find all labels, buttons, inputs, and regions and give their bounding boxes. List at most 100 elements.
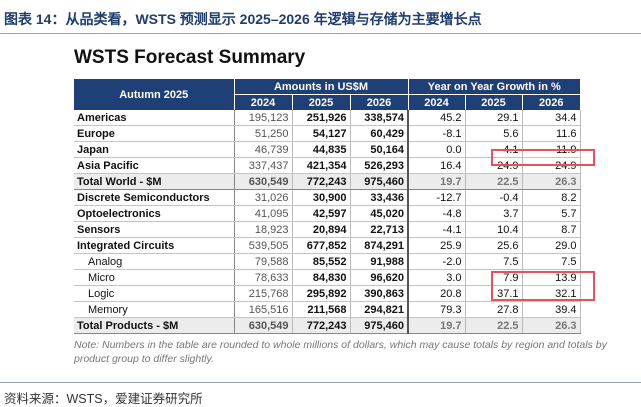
- header-row-years: 2024 2025 2026 2024 2025 2026: [74, 94, 581, 110]
- row-label: Americas: [74, 110, 235, 126]
- growth-cell: 20.8: [407, 285, 466, 302]
- figure-title: 图表 14：从品类看，WSTS 预测显示 2025–2026 年逻辑与存储为主要…: [4, 11, 482, 27]
- growth-cell: 11.6: [522, 125, 581, 142]
- growth-cell: 27.8: [465, 301, 523, 318]
- row-label: Logic: [74, 285, 235, 302]
- table-row: Europe 51,250 54,127 60,429 -8.1 5.6 11.6: [74, 125, 581, 142]
- top-divider: [0, 33, 641, 34]
- amount-cell: 295,892: [292, 285, 351, 302]
- bottom-divider: [0, 382, 641, 383]
- growth-cell: 37.1: [465, 285, 523, 302]
- row-label: Memory: [74, 301, 235, 318]
- amount-cell: 78,633: [234, 269, 293, 286]
- amount-cell: 22,713: [350, 221, 409, 238]
- growth-cell: 29.0: [522, 237, 581, 254]
- growth-cell: 19.7: [407, 173, 466, 190]
- growth-cell: 39.4: [522, 301, 581, 318]
- amount-cell: 165,516: [234, 301, 293, 318]
- row-label: Discrete Semiconductors: [74, 189, 235, 206]
- table-row: Analog 79,588 85,552 91,988 -2.0 7.5 7.5: [74, 253, 581, 270]
- amount-cell: 84,830: [292, 269, 351, 286]
- growth-cell: 29.1: [465, 110, 523, 126]
- table-row: Asia Pacific 337,437 421,354 526,293 16.4 24.…: [74, 157, 581, 174]
- amount-cell: 42,597: [292, 205, 351, 222]
- growth-cell: 34.4: [522, 110, 581, 126]
- amount-cell: 30,900: [292, 189, 351, 206]
- year-header: 2026: [349, 94, 409, 110]
- amount-cell: 96,620: [350, 269, 409, 286]
- growth-cell: 22.5: [465, 173, 523, 190]
- growth-cell: 13.9: [522, 269, 581, 286]
- growth-cell: 8.7: [522, 221, 581, 238]
- year-header: 2026: [521, 94, 581, 110]
- row-label: Total Products - $M: [74, 317, 235, 334]
- growth-cell: 8.2: [522, 189, 581, 206]
- total-row: Total Products - $M 630,549 772,243 975,460…: [74, 317, 581, 334]
- growth-cell: 5.7: [522, 205, 581, 222]
- row-label: Micro: [74, 269, 235, 286]
- amount-cell: 60,429: [350, 125, 409, 142]
- table-row: Japan 46,739 44,835 50,164 0.0 -4.1 11.9: [74, 141, 581, 158]
- growth-cell: 19.7: [407, 317, 466, 334]
- amount-cell: 294,821: [350, 301, 409, 318]
- amount-cell: 215,768: [234, 285, 293, 302]
- row-label: Optoelectronics: [74, 205, 235, 222]
- row-label: Analog: [74, 253, 235, 270]
- amount-cell: 46,739: [234, 141, 293, 158]
- amount-cell: 54,127: [292, 125, 351, 142]
- amount-cell: 630,549: [234, 173, 293, 190]
- amount-cell: 51,250: [234, 125, 293, 142]
- row-label: Sensors: [74, 221, 235, 238]
- growth-cell: 3.7: [465, 205, 523, 222]
- year-header: 2024: [233, 94, 292, 110]
- growth-cell: 45.2: [407, 110, 466, 126]
- amount-cell: 85,552: [292, 253, 351, 270]
- growth-cell: 16.4: [407, 157, 466, 174]
- growth-cell: 0.0: [407, 141, 466, 158]
- amount-cell: 772,243: [292, 173, 351, 190]
- growth-cell: 7.5: [465, 253, 523, 270]
- amount-cell: 338,574: [350, 110, 409, 126]
- amount-cell: 677,852: [292, 237, 351, 254]
- amount-cell: 874,291: [350, 237, 409, 254]
- growth-cell: 24.9: [522, 157, 581, 174]
- amount-cell: 251,926: [292, 110, 351, 126]
- amount-cell: 20,894: [292, 221, 351, 238]
- amount-cell: 44,835: [292, 141, 351, 158]
- growth-cell: 32.1: [522, 285, 581, 302]
- amount-cell: 45,020: [350, 205, 409, 222]
- growth-cell: 25.9: [407, 237, 466, 254]
- source-line: 资料来源：WSTS，爱建证券研究所: [4, 392, 203, 406]
- growth-cell: 79.3: [407, 301, 466, 318]
- growth-cell: -8.1: [407, 125, 466, 142]
- header-row-group: Autumn 2025 Amounts in US$M Year on Year…: [74, 79, 581, 110]
- growth-cell: 10.4: [465, 221, 523, 238]
- amount-cell: 195,123: [234, 110, 293, 126]
- growth-cell: 7.9: [465, 269, 523, 286]
- growth-header: Year on Year Growth in %: [407, 79, 581, 95]
- amount-cell: 539,505: [234, 237, 293, 254]
- amount-cell: 50,164: [350, 141, 409, 158]
- amount-cell: 18,923: [234, 221, 293, 238]
- total-row: Total World - $M 630,549 772,243 975,460 19.…: [74, 173, 581, 190]
- growth-cell: 26.3: [522, 173, 581, 190]
- amount-cell: 772,243: [292, 317, 351, 334]
- amount-cell: 526,293: [350, 157, 409, 174]
- row-label: Asia Pacific: [74, 157, 235, 174]
- growth-cell: -12.7: [407, 189, 466, 206]
- amounts-header: Amounts in US$M: [233, 79, 409, 95]
- amount-cell: 211,568: [292, 301, 351, 318]
- table-row: Logic 215,768 295,892 390,863 20.8 37.1 32.1: [74, 285, 581, 302]
- footnote: Note: Numbers in the table are rounded t…: [74, 339, 607, 365]
- table-row: Optoelectronics 41,095 42,597 45,020 -4.8 3.7…: [74, 205, 581, 222]
- growth-cell: -4.1: [465, 141, 523, 158]
- period-label: Autumn 2025: [74, 79, 235, 110]
- growth-cell: -4.1: [407, 221, 466, 238]
- amount-cell: 390,863: [350, 285, 409, 302]
- growth-cell: -0.4: [465, 189, 523, 206]
- amount-cell: 975,460: [350, 317, 409, 334]
- amount-cell: 33,436: [350, 189, 409, 206]
- growth-cell: 26.3: [522, 317, 581, 334]
- growth-cell: 5.6: [465, 125, 523, 142]
- amount-cell: 91,988: [350, 253, 409, 270]
